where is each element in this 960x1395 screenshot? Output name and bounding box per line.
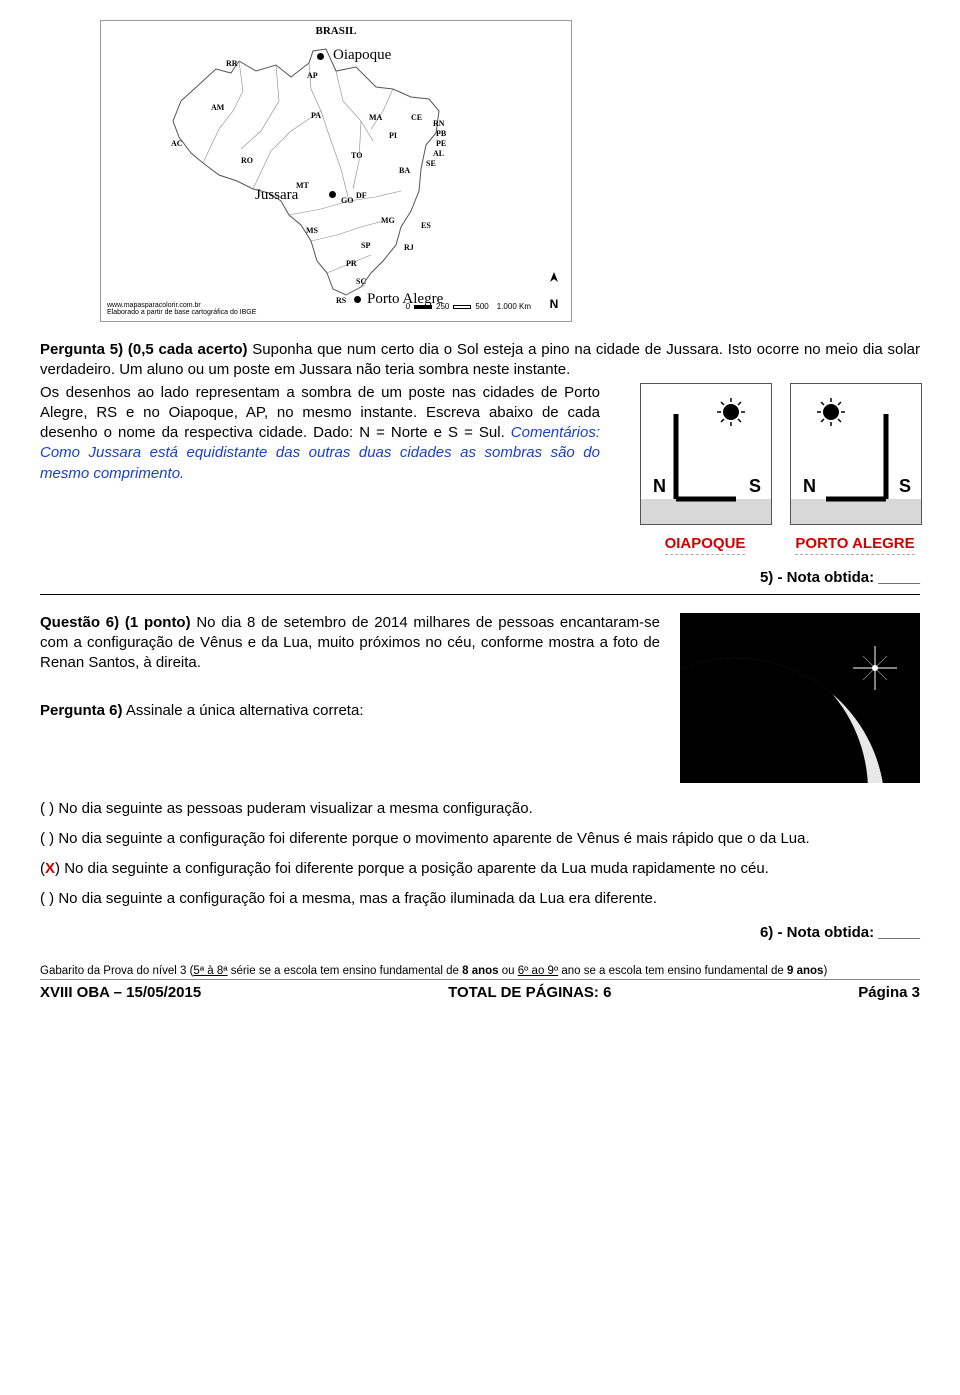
state-label: TO bbox=[351, 151, 362, 160]
state-label: PE bbox=[436, 139, 446, 148]
state-label: RJ bbox=[404, 243, 414, 252]
brazil-map: BRASIL RR AP AM PA MA PI CE RNPBPEALSE AC RO TO BA M… bbox=[100, 20, 572, 322]
question-5: Pergunta 5) (0,5 cada acerto) Suponha qu… bbox=[40, 340, 920, 595]
q5-answer-right: PORTO ALEGRE bbox=[795, 535, 914, 555]
shadow-left-svg: N S bbox=[640, 383, 772, 525]
q5-body: Os desenhos ao lado representam a sombra… bbox=[40, 383, 600, 484]
n-label: N bbox=[653, 476, 666, 496]
q6-pergunta-text: Assinale a única alternativa correta: bbox=[123, 702, 364, 719]
footer-right: Página 3 bbox=[858, 984, 920, 1001]
state-label: BA bbox=[399, 166, 410, 175]
map-scale: 0 250 500 1.000 Km bbox=[406, 302, 531, 311]
footer-small: Gabarito da Prova do nível 3 (5ª à 8ª sé… bbox=[40, 965, 920, 980]
north-indicator: N bbox=[547, 270, 561, 311]
map-source-note: Elaborado a partir de base cartográfica … bbox=[107, 309, 256, 316]
state-label: SP bbox=[361, 241, 370, 250]
map-source: www.mapasparacolorir.com.br Elaborado a … bbox=[107, 302, 256, 317]
shadow-left: N S OIAPOQUE bbox=[640, 383, 770, 555]
q6-alternative: ( ) No dia seguinte a configuração foi d… bbox=[40, 829, 920, 849]
q6-text-block: Questão 6) (1 ponto) No dia 8 de setembr… bbox=[40, 613, 660, 722]
q6-pergunta-prefix: Pergunta 6) bbox=[40, 702, 123, 719]
map-title: BRASIL bbox=[316, 25, 357, 37]
state-label: MA bbox=[369, 113, 382, 122]
q6-nota: 6) - Nota obtida: _____ bbox=[40, 924, 920, 941]
state-label: MG bbox=[381, 216, 395, 225]
page: BRASIL RR AP AM PA MA PI CE RNPBPEALSE AC RO TO BA M… bbox=[0, 0, 960, 1011]
state-label: SE bbox=[426, 159, 436, 168]
city-label: Oiapoque bbox=[333, 47, 391, 64]
city-marker bbox=[354, 296, 361, 303]
shadow-right-svg: N S bbox=[790, 383, 922, 525]
state-label: RR bbox=[226, 59, 238, 68]
state-label: PR bbox=[346, 259, 357, 268]
state-label: AC bbox=[171, 139, 183, 148]
q6-alternative: (X) No dia seguinte a configuração foi d… bbox=[40, 859, 920, 879]
moon-venus-photo bbox=[680, 613, 920, 783]
city-marker bbox=[329, 191, 336, 198]
footer-center: TOTAL DE PÁGINAS: 6 bbox=[448, 984, 611, 1001]
q5-comment-label: Comentários: bbox=[511, 424, 600, 441]
divider bbox=[40, 594, 920, 595]
city-label: Jussara bbox=[255, 187, 298, 204]
state-label: CE bbox=[411, 113, 422, 122]
s-label: S bbox=[899, 476, 911, 496]
q5-prefix: Pergunta 5) (0,5 cada acerto) bbox=[40, 341, 248, 358]
question-6: Questão 6) (1 ponto) No dia 8 de setembr… bbox=[40, 613, 920, 941]
state-label: AM bbox=[211, 103, 224, 112]
state-label: RN bbox=[433, 119, 445, 128]
q5-nota: 5) - Nota obtida: _____ bbox=[40, 569, 920, 586]
state-label: AL bbox=[433, 149, 444, 158]
state-label: RS bbox=[336, 296, 346, 305]
state-label: SC bbox=[356, 277, 366, 286]
state-label: PB bbox=[436, 129, 446, 138]
state-label: GO bbox=[341, 196, 353, 205]
state-label: DF bbox=[356, 191, 367, 200]
map-source-url: www.mapasparacolorir.com.br bbox=[107, 302, 201, 309]
state-label: MS bbox=[306, 226, 318, 235]
q6-prefix: Questão 6) (1 ponto) bbox=[40, 614, 191, 631]
page-footer: Gabarito da Prova do nível 3 (5ª à 8ª sé… bbox=[40, 961, 920, 1001]
state-label: ES bbox=[421, 221, 431, 230]
state-label: PA bbox=[311, 111, 321, 120]
q5-comment-text: Como Jussara está equidistante das outra… bbox=[40, 444, 600, 481]
s-label: S bbox=[749, 476, 761, 496]
shadow-right: N S PORTO ALEGRE bbox=[790, 383, 920, 555]
state-label: AP bbox=[307, 71, 318, 80]
q5-intro: Pergunta 5) (0,5 cada acerto) Suponha qu… bbox=[40, 340, 920, 381]
q5-answer-left: OIAPOQUE bbox=[665, 535, 746, 555]
shadow-diagrams: N S OIAPOQUE bbox=[620, 383, 920, 555]
q6-alternative: ( ) No dia seguinte as pessoas puderam v… bbox=[40, 799, 920, 819]
q6-alternative: ( ) No dia seguinte a configuração foi a… bbox=[40, 889, 920, 909]
state-label: PI bbox=[389, 131, 397, 140]
city-marker bbox=[317, 53, 324, 60]
q6-alternatives: ( ) No dia seguinte as pessoas puderam v… bbox=[40, 799, 920, 910]
n-label: N bbox=[803, 476, 816, 496]
brazil-outline-svg bbox=[161, 41, 501, 301]
footer-left: XVIII OBA – 15/05/2015 bbox=[40, 984, 201, 1001]
state-label: RO bbox=[241, 156, 253, 165]
